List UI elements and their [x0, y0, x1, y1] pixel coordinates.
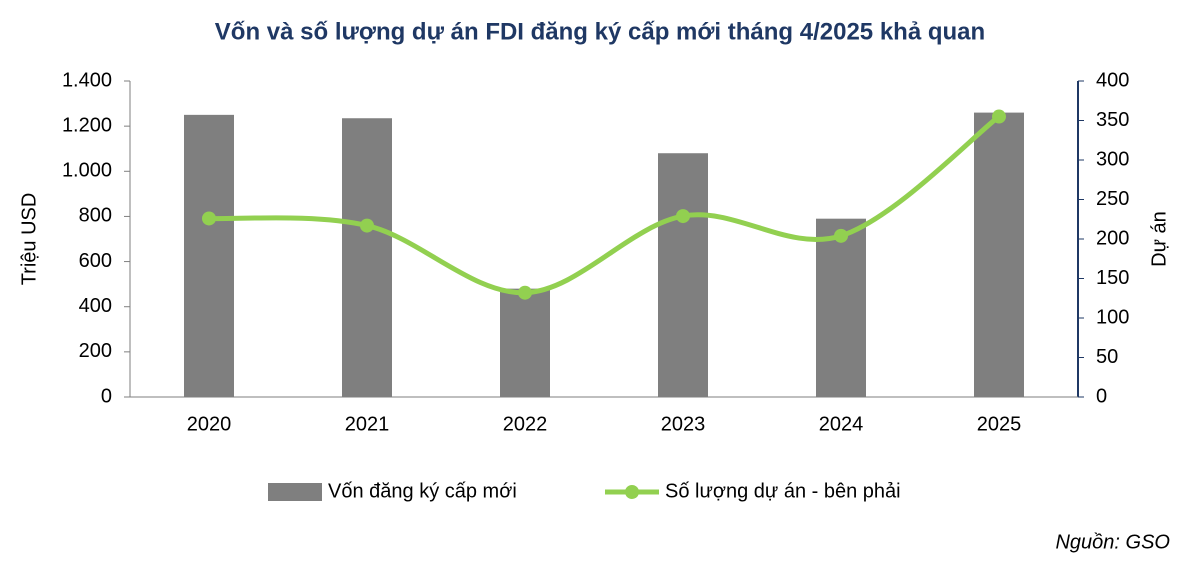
x-tick-label: 2025 [977, 413, 1022, 435]
marker [834, 228, 848, 243]
x-tick-label: 2022 [503, 413, 548, 435]
y-tick-label: 800 [79, 205, 112, 227]
x-tick-label: 2020 [187, 413, 232, 435]
legend-label: Vốn đăng ký cấp mới [328, 480, 517, 502]
bar [500, 288, 550, 397]
y-tick-label: 1.000 [62, 160, 112, 182]
legend-marker [625, 485, 639, 499]
marker [360, 218, 374, 233]
legend-label: Số lượng dự án - bên phải [665, 480, 901, 502]
y2-tick-label: 300 [1096, 148, 1129, 170]
y2-tick-label: 400 [1096, 69, 1129, 91]
y-tick-label: 1.200 [62, 114, 112, 136]
bar [816, 218, 866, 397]
bar [658, 153, 708, 397]
bar [342, 118, 392, 397]
marker [676, 209, 690, 224]
y-tick-label: 400 [79, 295, 112, 317]
chart-title: Vốn và số lượng dự án FDI đăng ký cấp mớ… [215, 18, 985, 45]
marker [518, 285, 532, 300]
bar [974, 112, 1024, 397]
y2-tick-label: 100 [1096, 306, 1129, 328]
source: Nguồn: GSO [1055, 531, 1170, 553]
y2-tick-label: 50 [1096, 346, 1118, 368]
x-tick-label: 2024 [819, 413, 864, 435]
bar [184, 114, 234, 397]
line [208, 114, 1001, 296]
y2-tick-label: 150 [1096, 267, 1129, 289]
y2-tick-label: 350 [1096, 109, 1129, 131]
legend-swatch [268, 483, 322, 501]
y2-tick-label: 0 [1096, 385, 1107, 407]
y2-tick-label: 250 [1096, 188, 1129, 210]
y2-axis-label: Dự án [1148, 211, 1170, 267]
x-tick-label: 2021 [345, 413, 390, 435]
x-tick-label: 2023 [661, 413, 706, 435]
marker [992, 109, 1006, 124]
y-tick-label: 1.400 [62, 69, 112, 91]
y2-tick-label: 200 [1096, 227, 1129, 249]
y-axis-label: Triệu USD [18, 193, 40, 286]
y-tick-label: 600 [79, 250, 112, 272]
y-tick-label: 200 [79, 340, 112, 362]
y-tick-label: 0 [101, 385, 112, 407]
marker [202, 211, 216, 226]
